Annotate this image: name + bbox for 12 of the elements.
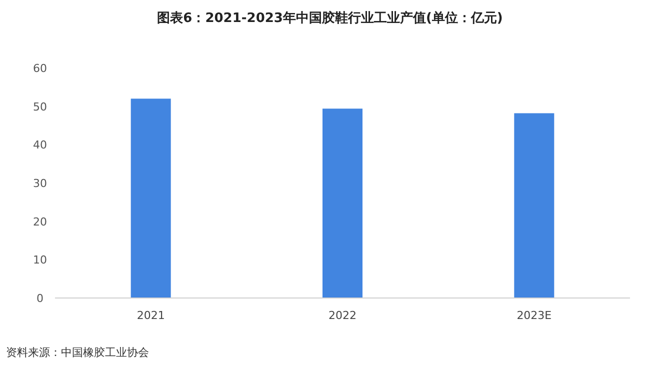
y-tick-label: 50 — [33, 100, 47, 114]
y-tick-label: 40 — [33, 138, 47, 152]
y-tick-label: 0 — [36, 292, 44, 305]
y-tick-label: 30 — [33, 177, 47, 190]
x-tick-label: 2023E — [516, 309, 552, 322]
y-tick-label: 10 — [33, 254, 47, 267]
title: 图表6：2021-2023年中国胶鞋行业工业产值(单位：亿元) — [157, 11, 503, 26]
y-tick-label: 60 — [33, 62, 47, 75]
y-tick-label: 20 — [33, 215, 47, 228]
text: 资料来源：中国橡胶工业协会 — [6, 346, 149, 359]
x-tick-label: 2021 — [136, 309, 165, 322]
x-tick-label: 2022 — [328, 309, 356, 322]
